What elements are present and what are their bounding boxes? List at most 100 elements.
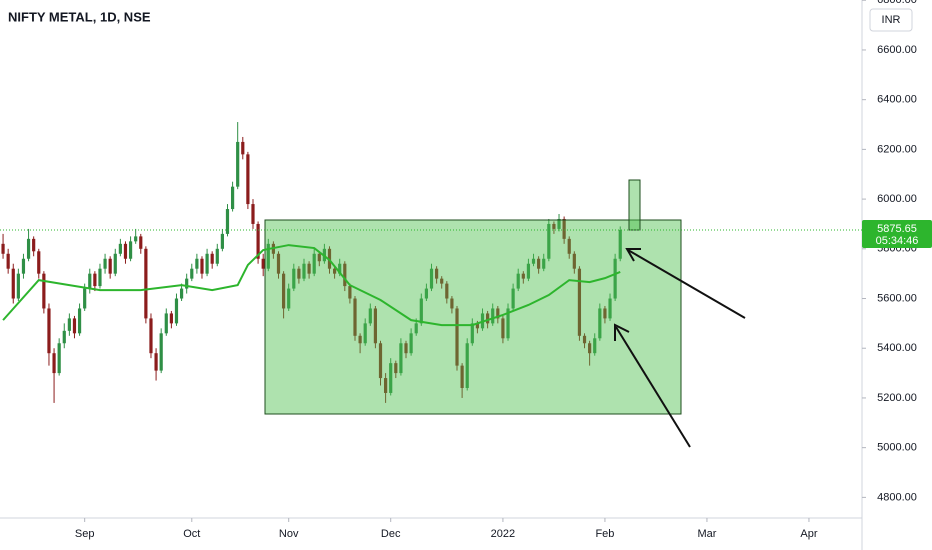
y-tick-label: 6800.00 xyxy=(877,0,917,6)
candle-body xyxy=(486,313,490,324)
candle-body xyxy=(613,258,617,299)
candle-body xyxy=(317,253,321,262)
candle-body xyxy=(236,141,240,187)
candle-body xyxy=(32,238,36,252)
candle-body xyxy=(399,343,403,374)
candle-body xyxy=(52,353,56,374)
currency-box xyxy=(869,8,913,32)
x-tick-label: Dec xyxy=(381,528,401,540)
candle-body xyxy=(312,253,316,274)
candle-body xyxy=(511,288,515,309)
y-tick-label: 5000.00 xyxy=(877,442,917,454)
y-tick-label: 5600.00 xyxy=(877,292,917,304)
candle-body xyxy=(588,343,592,354)
candle-body xyxy=(164,313,168,334)
candle-body xyxy=(496,308,500,319)
last-price-box xyxy=(862,220,932,249)
candle-body xyxy=(230,186,235,210)
candle-body xyxy=(62,330,66,344)
candle-body xyxy=(343,263,347,287)
candle-body xyxy=(149,318,153,354)
candle-body xyxy=(348,286,352,299)
candle-body xyxy=(57,343,61,374)
candle-body xyxy=(72,318,77,334)
candle-body xyxy=(179,288,184,299)
candle-body xyxy=(373,308,378,344)
candle-body xyxy=(389,363,393,393)
candle-body xyxy=(251,204,255,224)
y-tick-label: 6400.00 xyxy=(877,94,917,106)
candle-body xyxy=(475,323,480,329)
candle-body xyxy=(297,268,301,279)
candle-body xyxy=(450,298,454,309)
candle-body xyxy=(557,218,561,229)
candle-body xyxy=(195,258,199,269)
candle-body xyxy=(582,335,587,344)
candle-body xyxy=(287,288,291,309)
candle-body xyxy=(37,251,41,274)
candle-body xyxy=(292,268,296,289)
candle-body xyxy=(429,268,434,289)
candle-body xyxy=(414,323,418,334)
candle-body xyxy=(552,223,556,229)
candle-body xyxy=(338,263,342,274)
candle-body xyxy=(353,298,357,336)
y-tick-label: 4800.00 xyxy=(877,491,917,503)
candle-body xyxy=(261,258,265,269)
y-tick-label: 5400.00 xyxy=(877,342,917,354)
candle-body xyxy=(67,318,71,331)
candle-body xyxy=(123,243,128,259)
candle-body xyxy=(363,323,367,344)
candle-body xyxy=(419,298,423,324)
candle-body xyxy=(190,268,194,279)
candle-body xyxy=(516,273,520,289)
candle-body xyxy=(332,268,337,274)
candle-body xyxy=(455,308,459,366)
candle-body xyxy=(128,241,133,259)
candle-body xyxy=(501,318,505,339)
candle-body xyxy=(215,248,219,264)
candle-body xyxy=(537,258,541,269)
candle-body xyxy=(593,338,597,354)
breakout-box xyxy=(628,179,641,231)
candle-body xyxy=(200,258,204,274)
candle-body xyxy=(358,335,362,344)
candle-body xyxy=(205,253,209,274)
candle-body xyxy=(276,253,281,274)
candle-body xyxy=(108,258,112,274)
candle-body xyxy=(210,253,214,264)
candle-body xyxy=(531,258,536,264)
candle-body xyxy=(547,223,551,259)
currency: INR xyxy=(882,14,901,26)
candle-body xyxy=(266,243,270,269)
candle-body xyxy=(11,268,15,299)
y-tick-label: 6600.00 xyxy=(877,44,917,56)
arrow xyxy=(627,249,746,319)
candle-body xyxy=(378,343,383,379)
arrow-head xyxy=(614,323,630,341)
arrow-head xyxy=(625,248,641,262)
candle-body xyxy=(562,218,566,239)
x-tick-label: Mar xyxy=(697,528,716,540)
moving-average xyxy=(2,244,621,327)
x-tick-label: Nov xyxy=(279,528,299,540)
candle-body xyxy=(26,238,31,259)
candle-body xyxy=(47,308,51,354)
candle-body xyxy=(1,243,5,254)
candle-body xyxy=(445,283,449,299)
candle-body xyxy=(384,378,388,393)
candle-body xyxy=(542,258,546,269)
candle-body xyxy=(118,243,122,254)
candle-body xyxy=(435,268,439,279)
candle-body xyxy=(526,263,531,279)
candle-body xyxy=(424,288,429,299)
candle-body xyxy=(77,308,82,334)
candle-body xyxy=(6,253,10,269)
candle-body xyxy=(139,236,143,249)
candle-body xyxy=(98,268,102,287)
y-tick-label: 6200.00 xyxy=(877,143,917,155)
candle-body xyxy=(134,236,138,242)
candle-body xyxy=(246,154,250,205)
candle-body xyxy=(572,253,576,269)
candle-body xyxy=(42,273,46,309)
